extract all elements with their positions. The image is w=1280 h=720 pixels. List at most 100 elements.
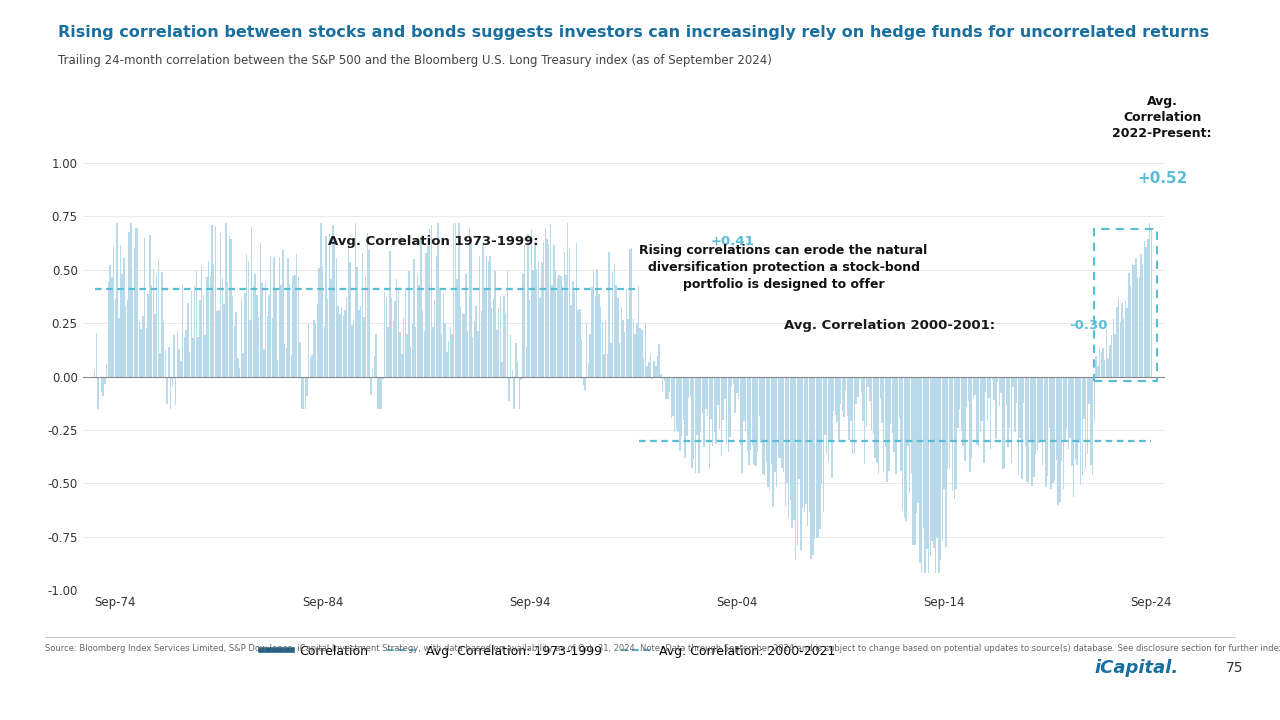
Bar: [553, 246, 554, 377]
Bar: [132, 289, 133, 377]
Bar: [96, 333, 97, 377]
Bar: [180, 361, 182, 377]
Bar: [989, 377, 992, 449]
Bar: [687, 377, 690, 398]
Bar: [607, 354, 608, 377]
Bar: [660, 374, 662, 377]
Bar: [1111, 335, 1112, 377]
Bar: [705, 377, 707, 409]
Bar: [788, 377, 790, 518]
Bar: [136, 228, 137, 377]
Bar: [276, 360, 278, 377]
Bar: [701, 377, 703, 413]
Bar: [887, 377, 888, 482]
Bar: [820, 377, 822, 484]
Bar: [200, 300, 201, 377]
Bar: [453, 222, 454, 377]
Bar: [255, 274, 256, 377]
Bar: [521, 377, 522, 379]
Bar: [881, 377, 883, 423]
Bar: [919, 377, 920, 564]
Bar: [448, 341, 449, 377]
Bar: [835, 377, 836, 415]
Bar: [486, 256, 488, 377]
Bar: [1110, 346, 1111, 377]
Bar: [1066, 377, 1068, 429]
Bar: [424, 330, 425, 377]
Bar: [340, 307, 342, 377]
Bar: [988, 377, 989, 397]
Bar: [631, 248, 632, 377]
Bar: [883, 377, 884, 471]
Bar: [675, 377, 676, 432]
Bar: [698, 377, 700, 473]
Bar: [680, 377, 681, 451]
Bar: [663, 377, 666, 381]
Bar: [890, 377, 891, 423]
Bar: [562, 286, 563, 377]
Bar: [823, 377, 824, 513]
Bar: [449, 328, 451, 377]
Bar: [102, 377, 104, 397]
Bar: [724, 377, 726, 399]
Bar: [151, 285, 152, 377]
Bar: [850, 377, 851, 421]
Bar: [210, 276, 211, 377]
Bar: [1052, 377, 1053, 483]
Bar: [256, 295, 257, 377]
Bar: [818, 377, 819, 538]
Bar: [420, 238, 421, 377]
Bar: [814, 377, 815, 539]
Bar: [205, 335, 206, 377]
Bar: [343, 316, 344, 377]
Bar: [527, 234, 529, 377]
Bar: [791, 377, 792, 528]
Text: +0.52: +0.52: [1137, 171, 1188, 186]
Bar: [463, 314, 465, 377]
Bar: [1101, 351, 1102, 377]
Bar: [593, 271, 594, 377]
Bar: [460, 307, 461, 377]
Bar: [924, 377, 925, 573]
Bar: [270, 256, 271, 377]
Bar: [1064, 377, 1066, 441]
Bar: [1037, 377, 1038, 450]
Bar: [1041, 377, 1042, 441]
Bar: [475, 306, 477, 377]
Bar: [653, 361, 655, 377]
Bar: [1057, 377, 1059, 505]
Bar: [741, 377, 742, 473]
Bar: [433, 327, 434, 377]
Bar: [964, 377, 965, 462]
Bar: [232, 296, 233, 377]
Bar: [712, 377, 713, 446]
Bar: [1107, 359, 1108, 377]
Bar: [502, 362, 503, 377]
Bar: [950, 377, 952, 443]
Bar: [602, 322, 603, 377]
Bar: [406, 334, 408, 377]
Bar: [997, 377, 998, 382]
Bar: [938, 377, 940, 573]
Bar: [995, 377, 997, 438]
Bar: [794, 377, 795, 520]
Bar: [324, 326, 325, 377]
Bar: [940, 377, 941, 560]
Bar: [667, 377, 668, 399]
Bar: [412, 323, 413, 377]
Bar: [978, 377, 979, 447]
Bar: [518, 377, 520, 409]
Bar: [616, 285, 617, 377]
Bar: [474, 321, 475, 377]
Bar: [1032, 377, 1033, 486]
Bar: [1132, 264, 1133, 377]
Bar: [636, 323, 637, 377]
Bar: [1012, 377, 1014, 387]
Bar: [1106, 330, 1107, 377]
Bar: [344, 310, 346, 377]
Bar: [438, 222, 439, 377]
Bar: [750, 377, 751, 450]
Bar: [709, 377, 710, 469]
Bar: [727, 377, 730, 452]
Bar: [264, 349, 265, 377]
